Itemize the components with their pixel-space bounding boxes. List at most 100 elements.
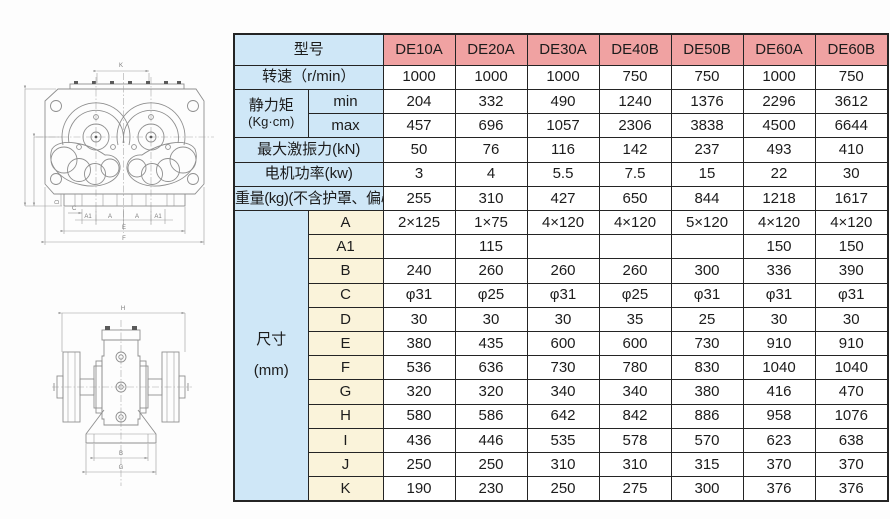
value-cell <box>598 234 672 260</box>
dim-label-c: C <box>72 206 77 212</box>
value-cell: 260 <box>454 258 528 284</box>
value-cell: 578 <box>598 427 672 454</box>
value-cell: 250 <box>526 476 600 502</box>
value-cell: 4×120 <box>598 209 672 236</box>
sub-row-label: B <box>307 258 384 284</box>
value-cell: 260 <box>598 258 672 284</box>
value-cell: 750 <box>814 64 889 90</box>
value-cell: 370 <box>814 452 889 478</box>
value-cell: 910 <box>814 330 889 357</box>
table-row: B 240 260 260 260 300 336 390 <box>234 258 889 284</box>
value-cell <box>670 234 744 260</box>
dim-label-a-right: A <box>135 214 139 220</box>
value-cell: 750 <box>670 64 744 90</box>
dim-label-a-left: A <box>108 214 112 220</box>
sub-row-label: I <box>307 427 384 454</box>
table-row: 转速（r/min） 1000 1000 1000 750 750 1000 750 <box>233 64 889 90</box>
value-cell: 2×125 <box>382 209 456 236</box>
value-cell: 320 <box>454 379 528 405</box>
value-cell: 638 <box>814 427 889 454</box>
value-cell: 636 <box>454 355 528 381</box>
table-row: 尺寸 (mm) A 2×125 1×75 4×120 4×120 5×120 4×120 4×12… <box>233 209 889 502</box>
value-cell: 435 <box>454 330 528 357</box>
value-cell: 535 <box>526 427 600 454</box>
dimensions-label: 尺寸 (mm) <box>233 209 309 502</box>
dim-label-a1-left: A1 <box>84 214 92 220</box>
value-cell: 240 <box>382 258 456 284</box>
value-cell: 470 <box>814 379 889 405</box>
value-cell: 340 <box>598 379 672 405</box>
sub-row-label: E <box>307 330 384 357</box>
value-cell: 7.5 <box>598 161 672 187</box>
dim-label-f: F <box>122 236 126 242</box>
header-row: 型号 DE10A DE20A DE30A DE40B DE50B DE60A DE60B <box>233 33 889 66</box>
value-cell: 4×120 <box>526 209 600 236</box>
side-view-svg: H B G <box>52 306 192 486</box>
value-cell: φ31 <box>814 282 889 308</box>
value-cell: 5×120 <box>670 209 744 236</box>
value-cell: 116 <box>526 137 600 163</box>
value-cell: 1218 <box>742 185 816 211</box>
table-row: K 190 230 250 275 300 376 376 <box>234 476 889 502</box>
row-label: 重量(kg)(不含护罩、偏心块) <box>233 185 384 211</box>
value-cell: 230 <box>454 476 528 502</box>
sub-row-label: min <box>307 88 384 115</box>
table-row: I 436 446 535 578 570 623 638 <box>234 427 889 454</box>
value-cell: 310 <box>598 452 672 478</box>
model-column-label: 型号 <box>233 33 384 66</box>
value-cell: 2296 <box>742 88 816 115</box>
value-cell: 15 <box>670 161 744 187</box>
value-cell: 570 <box>670 427 744 454</box>
value-cell: 730 <box>526 355 600 381</box>
table-row: J 250 250 310 310 315 370 370 <box>234 452 889 478</box>
value-cell: 457 <box>382 113 456 139</box>
sub-row-label: A <box>307 209 384 236</box>
table-row: A1 115 150 150 <box>234 234 889 260</box>
value-cell: 315 <box>670 452 744 478</box>
value-cell: 260 <box>526 258 600 284</box>
model-name-cell: DE10A <box>382 33 456 66</box>
value-cell: 427 <box>526 185 600 211</box>
value-cell: 600 <box>526 330 600 357</box>
sub-row-label: D <box>307 306 384 333</box>
value-cell: φ31 <box>526 282 600 308</box>
table-row: 最大激振力(kN) 50 76 116 142 237 493 410 <box>233 137 889 163</box>
value-cell <box>526 234 600 260</box>
value-cell: 730 <box>670 330 744 357</box>
dim-label-a1-right: A1 <box>154 214 162 220</box>
value-cell: 1617 <box>814 185 889 211</box>
value-cell: φ31 <box>670 282 744 308</box>
model-name-cell: DE30A <box>526 33 600 66</box>
value-cell: 370 <box>742 452 816 478</box>
value-cell: 4 <box>454 161 528 187</box>
value-cell: 30 <box>814 161 889 187</box>
value-cell: 25 <box>670 306 744 333</box>
value-cell: 275 <box>598 476 672 502</box>
value-cell: 650 <box>598 185 672 211</box>
value-cell: 696 <box>454 113 528 139</box>
value-cell: 320 <box>382 379 456 405</box>
value-cell: 1040 <box>814 355 889 381</box>
value-cell: 780 <box>598 355 672 381</box>
value-cell: 1×75 <box>454 209 528 236</box>
sub-row-label: C <box>307 282 384 308</box>
value-cell: 332 <box>454 88 528 115</box>
table-row: G 320 320 340 340 380 416 470 <box>234 379 889 405</box>
value-cell: 390 <box>814 258 889 284</box>
value-cell: 30 <box>526 306 600 333</box>
value-cell: 250 <box>382 452 456 478</box>
table-row: E 380 435 600 600 730 910 910 <box>234 330 889 357</box>
value-cell: 750 <box>598 64 672 90</box>
value-cell <box>382 234 456 260</box>
table-row: max 457 696 1057 2306 3838 4500 6644 <box>234 113 889 139</box>
table-row: 电机功率(kw) 3 4 5.5 7.5 15 22 30 <box>233 161 889 187</box>
value-cell: 842 <box>598 403 672 429</box>
model-name-cell: DE40B <box>598 33 672 66</box>
value-cell: 1000 <box>454 64 528 90</box>
value-cell: 142 <box>598 137 672 163</box>
value-cell: φ25 <box>598 282 672 308</box>
value-cell: φ31 <box>382 282 456 308</box>
value-cell: 493 <box>742 137 816 163</box>
value-cell: 1076 <box>814 403 889 429</box>
